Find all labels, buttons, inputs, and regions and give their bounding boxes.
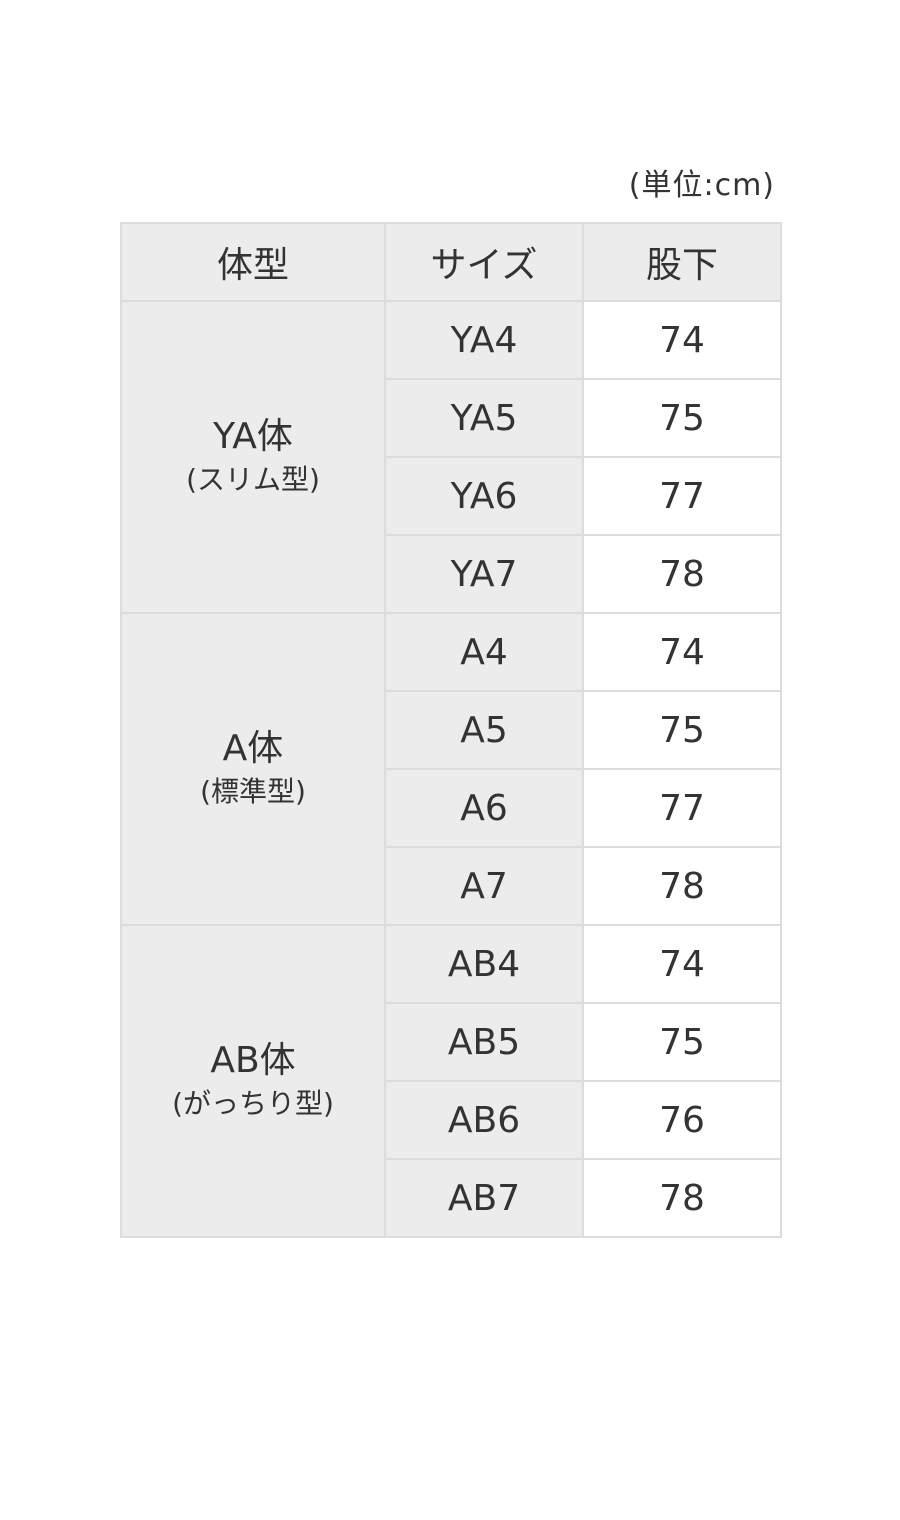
body-type-name: AB体 [210,1040,296,1081]
size-cell: YA5 [384,378,584,458]
size-cell: A5 [384,690,584,770]
inseam-cell: 75 [582,378,782,458]
size-cell: YA6 [384,456,584,536]
body-type-description: (標準型) [200,775,306,808]
header-size: サイズ [384,222,584,302]
body-type-description: (スリム型) [186,463,320,496]
table-row: YA6 77 [121,456,782,536]
inseam-cell: 76 [582,1080,782,1160]
size-cell: AB4 [384,924,584,1004]
inseam-cell: 74 [582,924,782,1004]
body-type-cell: YA体 (スリム型) [120,300,386,614]
size-cell: AB5 [384,1002,584,1082]
inseam-cell: 75 [582,1002,782,1082]
body-type-name: A体 [222,728,284,769]
size-cell: A4 [384,612,584,692]
table-row: YA7 78 [121,534,782,614]
table-row: A6 77 [121,768,782,848]
header-body-type: 体型 [120,222,386,302]
inseam-cell: 74 [582,612,782,692]
body-type-description: (がっちり型) [172,1087,334,1120]
inseam-cell: 77 [582,768,782,848]
inseam-cell: 78 [582,534,782,614]
inseam-cell: 77 [582,456,782,536]
size-table: 体型 サイズ 股下 YA体 (スリム型) YA4 74 YA5 75 YA6 77 YA7 78 A… [120,222,782,1238]
table-row: AB6 76 [121,1080,782,1160]
body-type-cell: A体 (標準型) [120,612,386,926]
size-cell: YA4 [384,300,584,380]
table-row: AB体 (がっちり型) AB4 74 [120,924,782,1238]
size-cell: YA7 [384,534,584,614]
size-cell: A6 [384,768,584,848]
size-cell: AB7 [384,1158,584,1238]
body-type-cell: AB体 (がっちり型) [120,924,386,1238]
table-row: AB5 75 [121,1002,782,1082]
table-row: A5 75 [121,690,782,770]
size-cell: AB6 [384,1080,584,1160]
header-inseam: 股下 [582,222,782,302]
table-row: AB7 78 [121,1158,782,1238]
table-row: A7 78 [121,846,782,926]
table-row: A体 (標準型) A4 74 [120,612,782,926]
header-row: 体型 サイズ 股下 [120,222,782,302]
size-cell: A7 [384,846,584,926]
inseam-cell: 74 [582,300,782,380]
table-row: YA5 75 [121,378,782,458]
inseam-cell: 78 [582,846,782,926]
unit-label: (単位:cm) [628,168,775,203]
inseam-cell: 78 [582,1158,782,1238]
table-row: YA体 (スリム型) YA4 74 [120,300,782,614]
inseam-cell: 75 [582,690,782,770]
body-type-name: YA体 [213,416,293,457]
